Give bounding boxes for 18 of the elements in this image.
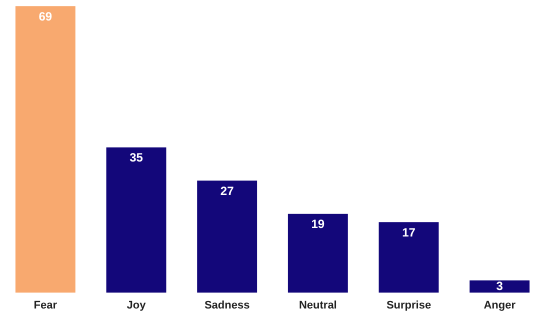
bar	[288, 214, 348, 293]
x-tick-label: Fear	[34, 299, 58, 312]
bar	[378, 222, 439, 293]
bar	[470, 280, 530, 293]
x-tick-label: Joy	[126, 299, 147, 312]
data-label: 35	[130, 150, 144, 165]
x-tick-label: Neutral	[298, 299, 337, 312]
bar	[106, 147, 166, 293]
data-label: 19	[311, 217, 325, 232]
data-label: 17	[402, 225, 416, 240]
bar	[197, 180, 258, 293]
data-label: 69	[38, 9, 52, 24]
bar	[15, 6, 76, 293]
x-tick-label: Anger	[484, 299, 516, 312]
data-label: 27	[220, 184, 234, 198]
x-tick-label: Sadness	[204, 299, 250, 312]
x-tick-label: Surprise	[386, 299, 432, 312]
data-label: 3	[496, 278, 504, 293]
